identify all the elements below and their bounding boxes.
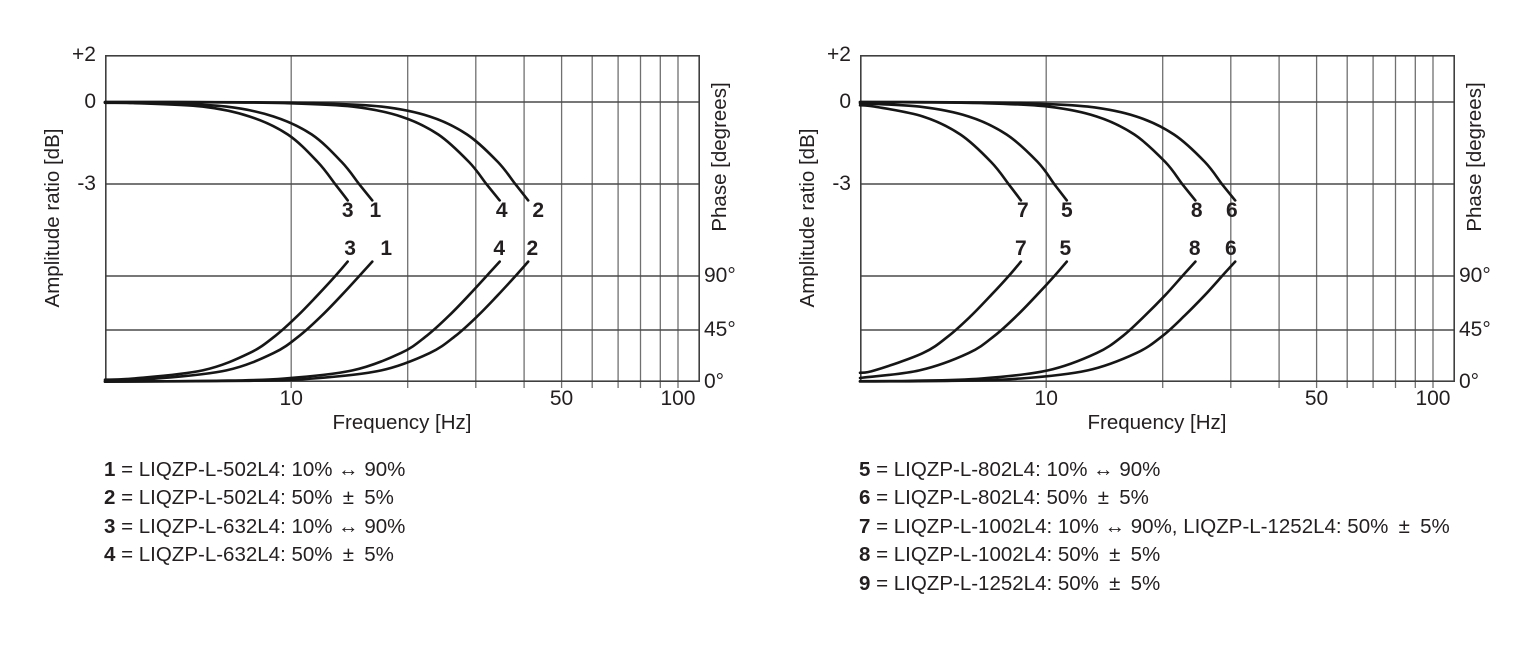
- legend-item-number: 3: [104, 514, 116, 538]
- legend-item-text: = LIQZP-L-502L4: 10% ↔ 90%: [115, 458, 406, 481]
- frequency-tick-label: 10: [279, 387, 303, 410]
- legend-item-8: 8 = LIQZP-L-1002L4: 50% ± 5%: [859, 541, 1450, 569]
- phase-curve-5: [858, 260, 1069, 380]
- curve-label-2: 2: [526, 237, 538, 260]
- phase-tick-label: 45°: [704, 318, 736, 341]
- amplitude-tick-label: 0: [84, 90, 96, 113]
- legend-item-text: = LIQZP-L-1252L4: 50% ± 5%: [870, 571, 1161, 595]
- curve-label-1: 1: [380, 237, 392, 260]
- curve-label-1: 1: [369, 199, 381, 222]
- legend-item-text: = LIQZP-L-802L4: 50% ± 5%: [870, 486, 1149, 510]
- phase-curve-7: [858, 260, 1023, 375]
- amplitude-tick-label: -3: [77, 172, 96, 195]
- amplitude-curve-2: [103, 100, 530, 202]
- phase-curve-8: [858, 260, 1197, 383]
- curve-label-5: 5: [1061, 199, 1073, 222]
- phase-curve-4: [103, 260, 501, 383]
- legend: 1 = LIQZP-L-502L4: 10% ↔ 90% 2 = LIQZP-L-…: [104, 456, 405, 570]
- phase-axis-title: Phase [degrees]: [1463, 82, 1486, 232]
- amplitude-tick-label: 0: [839, 90, 851, 113]
- legend: 5 = LIQZP-L-802L4: 10% ↔ 90% 6 = LIQZP-L-…: [859, 456, 1450, 598]
- amplitude-curve-7: [858, 104, 1023, 202]
- curve-label-2: 2: [532, 199, 544, 222]
- amplitude-tick-labels: +2 0 -3: [0, 0, 96, 400]
- legend-item-4: 4 = LIQZP-L-632L4: 50% ± 5%: [104, 541, 405, 569]
- legend-item-3: 3 = LIQZP-L-632L4: 10% ↔ 90%: [104, 513, 405, 541]
- phase-tick-label: 90°: [704, 264, 736, 287]
- frequency-tick-label: 50: [1304, 387, 1329, 410]
- legend-item-6: 6 = LIQZP-L-802L4: 50% ± 5%: [859, 484, 1450, 512]
- legend-item-text: = LIQZP-L-1002L4: 10% ↔ 90%, LIQZP-L-125…: [870, 514, 1450, 538]
- frequency-tick-label: 100: [660, 387, 696, 410]
- phase-curve-6: [858, 260, 1237, 383]
- amplitude-tick-label: +2: [72, 43, 96, 66]
- phase-curve-1: [103, 260, 374, 382]
- legend-item-number: 5: [859, 458, 871, 481]
- amplitude-tick-label: -3: [832, 172, 851, 195]
- frequency-axis-title: Frequency [Hz]: [1087, 411, 1227, 434]
- legend-item-text: = LIQZP-L-632L4: 50% ± 5%: [115, 543, 394, 567]
- phase-tick-label: 0°: [704, 370, 725, 393]
- legend-item-9: 9 = LIQZP-L-1252L4: 50% ± 5%: [859, 570, 1450, 598]
- amplitude-curve-4: [103, 100, 501, 202]
- plot-area: 7 5 8 67 5 8 6: [858, 55, 1456, 388]
- legend-item-7: 7 = LIQZP-L-1002L4: 10% ↔ 90%, LIQZP-L-1…: [859, 513, 1450, 541]
- curve-label-7: 7: [1015, 237, 1027, 260]
- curve-label-8: 8: [1189, 237, 1201, 260]
- curve-label-4: 4: [496, 199, 508, 222]
- amplitude-curve-1: [103, 101, 374, 202]
- legend-item-5: 5 = LIQZP-L-802L4: 10% ↔ 90%: [859, 456, 1450, 484]
- phase-tick-label: 0°: [1459, 370, 1480, 393]
- legend-item-number: 9: [859, 571, 871, 595]
- phase-curve-3: [103, 260, 349, 381]
- phase-tick-labels: 90° 45° 0°: [1459, 0, 1519, 400]
- amplitude-tick-labels: +2 0 -3: [755, 0, 851, 400]
- legend-item-number: 6: [859, 486, 871, 510]
- legend-item-number: 7: [859, 514, 871, 538]
- amplitude-curve-5: [858, 102, 1069, 202]
- phase-tick-label: 45°: [1459, 318, 1491, 341]
- phase-axis-title: Phase [degrees]: [708, 82, 731, 232]
- curve-label-7: 7: [1017, 199, 1029, 222]
- phase-tick-labels: 90° 45° 0°: [704, 0, 764, 400]
- legend-item-2: 2 = LIQZP-L-502L4: 50% ± 5%: [104, 484, 405, 512]
- curve-label-5: 5: [1059, 237, 1071, 260]
- plot-area: 3 1 4 23 1 4 2: [103, 55, 701, 388]
- amplitude-curve-8: [858, 100, 1197, 202]
- amplitude-curve-6: [858, 100, 1237, 202]
- plot-border: [860, 55, 1456, 382]
- curve-label-4: 4: [493, 237, 505, 260]
- frequency-tick-label: 50: [549, 387, 574, 410]
- plot-border: [105, 55, 701, 382]
- amplitude-tick-label: +2: [827, 43, 851, 66]
- curve-label-3: 3: [342, 199, 354, 222]
- legend-item-text: = LIQZP-L-502L4: 50% ± 5%: [115, 486, 394, 510]
- legend-item-text: = LIQZP-L-632L4: 10% ↔ 90%: [115, 514, 406, 538]
- curve-label-6: 6: [1226, 199, 1238, 222]
- curve-label-3: 3: [344, 237, 356, 260]
- legend-item-text: = LIQZP-L-1002L4: 50% ± 5%: [870, 543, 1161, 567]
- frequency-tick-label: 100: [1415, 387, 1451, 410]
- legend-item-1: 1 = LIQZP-L-502L4: 10% ↔ 90%: [104, 456, 405, 484]
- legend-item-text: = LIQZP-L-802L4: 10% ↔ 90%: [870, 458, 1161, 481]
- amplitude-curve-3: [103, 101, 349, 202]
- curve-label-8: 8: [1191, 199, 1203, 222]
- legend-item-number: 1: [104, 458, 116, 481]
- legend-item-number: 8: [859, 543, 871, 567]
- frequency-tick-label: 10: [1034, 387, 1058, 410]
- legend-item-number: 4: [104, 543, 116, 567]
- legend-item-number: 2: [104, 486, 116, 510]
- frequency-axis-title: Frequency [Hz]: [332, 411, 472, 434]
- curve-label-6: 6: [1225, 237, 1237, 260]
- phase-tick-label: 90°: [1459, 264, 1491, 287]
